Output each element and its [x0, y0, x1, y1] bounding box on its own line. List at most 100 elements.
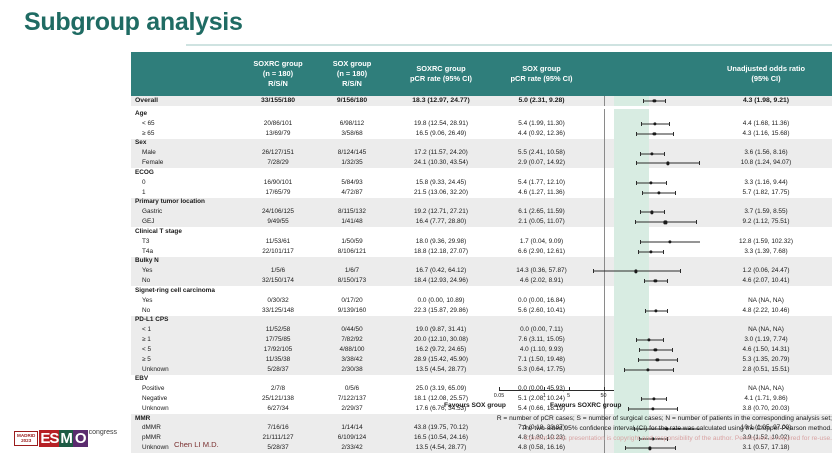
point-estimate-marker: [634, 269, 638, 274]
forest-plot-cell: [590, 119, 700, 129]
table-row: ≥ 5 11/35/38 3/38/42 28.9 (15.42, 45.90) 7.1…: [131, 355, 832, 365]
presenter-name: Chen LI M.D.: [174, 440, 219, 449]
point-estimate-marker: [668, 240, 672, 244]
highlight-band: [614, 276, 650, 287]
confidence-interval: [590, 149, 700, 159]
header-line: R/S/N: [342, 78, 362, 88]
confidence-interval: [590, 208, 700, 218]
highlight-band: [614, 187, 650, 198]
cell-odds-ratio: 3.1 (0.57, 17.18): [700, 443, 832, 454]
highlight-band: [614, 138, 650, 149]
cell-sox-pcr: [493, 138, 590, 149]
cell-soxrc-rsn: 24/106/125: [241, 207, 315, 218]
point-estimate-marker: [651, 436, 655, 441]
row-label: T4a: [142, 247, 154, 255]
cell-odds-ratio: 10.1 (1.05, 97.00): [700, 423, 832, 434]
row-label: Sex: [131, 138, 241, 149]
row-label: Signet-ring cell carcinoma: [135, 286, 215, 294]
cell-sox-pcr: 5.6 (2.60, 10.41): [518, 306, 565, 314]
forest-plot-cell: [590, 364, 700, 375]
cell-odds-ratio: 3.0 (1.19, 7.74): [700, 335, 832, 346]
row-label: No: [131, 276, 241, 287]
ci-cap-upper: [676, 407, 678, 412]
ci-cap-upper: [699, 161, 700, 166]
confidence-interval: [590, 276, 700, 286]
forest-plot-cell: [590, 305, 700, 316]
cell-soxrc-pcr: 21.5 (13.06, 32.20): [413, 188, 468, 196]
cell-soxrc-pcr: [389, 168, 493, 178]
ci-cap-upper: [679, 269, 681, 274]
reference-line: [604, 355, 606, 365]
highlight-band: [614, 256, 650, 267]
forest-plot-cell: [590, 443, 700, 454]
ci-cap-upper: [662, 338, 664, 343]
cell-soxrc-pcr: [389, 138, 493, 149]
cell-sox-rsn: 5/84/93: [341, 178, 363, 186]
reference-line: [604, 197, 606, 208]
header-line: SOXRC group: [253, 59, 303, 68]
confidence-interval: [590, 188, 700, 198]
ci-cap-lower: [635, 181, 637, 185]
cell-odds-ratio: 10.8 (1.24, 94.07): [700, 158, 832, 169]
table-row: Primary tumor location: [131, 197, 832, 208]
highlight-band: [614, 158, 650, 169]
ci-cap-lower: [628, 407, 630, 412]
cell-sox-rsn: 0/17/20: [341, 296, 363, 304]
plot-band: [590, 345, 700, 355]
cell-odds-ratio: 3.9 (1.52, 10.02): [700, 433, 832, 444]
row-label: ≥ 5: [131, 355, 241, 365]
header-line: SOX group: [332, 59, 372, 68]
forest-plot-cell: [590, 345, 700, 355]
header-line: (n = 180): [336, 68, 368, 78]
cell-soxrc-rsn: 7/16/16: [241, 423, 315, 434]
cell-soxrc-rsn: 33/155/180: [241, 95, 315, 107]
cell-soxrc-rsn: 20/86/101: [263, 119, 293, 127]
plot-band: [590, 335, 700, 346]
row-label: < 65: [142, 119, 155, 127]
cell-sox-rsn: 4/72/87: [341, 188, 363, 196]
cell-sox-pcr: 5.3 (0.64, 17.75): [493, 364, 590, 375]
cell-odds-ratio: 12.8 (1.59, 102.32): [738, 237, 793, 245]
cell-soxrc-pcr: [389, 375, 493, 385]
cell-sox-pcr: 7.1 (0.18, 33.87): [493, 423, 590, 434]
reference-line: [604, 276, 606, 287]
forest-plot-cell: [590, 227, 700, 238]
point-estimate-marker: [650, 210, 654, 215]
cell-soxrc-pcr: 18.3 (12.97, 24.77): [389, 95, 493, 107]
confidence-interval: [590, 345, 700, 355]
cell-sox-pcr: 5.4 (1.77, 12.10): [518, 178, 565, 186]
cell-sox-pcr: [493, 315, 590, 326]
axis-tick-label: 5: [567, 393, 571, 399]
ci-cap-lower: [643, 99, 645, 104]
forest-plot-cell: [590, 413, 700, 424]
reference-line: [604, 207, 606, 218]
madrid-line-2: 2023: [21, 437, 32, 443]
point-estimate-marker: [651, 407, 655, 411]
cell-sox-rsn: 3/38/42: [315, 355, 389, 365]
reference-line: [604, 227, 606, 238]
reference-line: [604, 443, 606, 454]
forest-plot-cell: [590, 355, 700, 365]
cell-odds-ratio: 3.8 (0.70, 20.03): [742, 404, 790, 412]
cell-sox-rsn: [315, 168, 389, 178]
cell-odds-ratio: [700, 256, 832, 267]
cell-odds-ratio: [700, 168, 832, 178]
row-label: Bulky N: [131, 256, 241, 267]
reference-line: [604, 315, 606, 326]
reference-line: [604, 335, 606, 346]
reference-line: [604, 305, 606, 316]
cell-soxrc-pcr: 13.5 (4.54, 28.77): [389, 364, 493, 375]
reference-line: [604, 413, 606, 424]
table-row: GEJ 9/49/55 1/41/48 16.4 (7.77, 28.80) 2.1 (…: [131, 217, 832, 228]
forest-plot-cell: [590, 276, 700, 287]
cell-soxrc-pcr: 24.1 (10.30, 43.54): [389, 158, 493, 169]
highlight-band: [614, 335, 650, 346]
ci-cap-lower: [639, 348, 641, 353]
cell-sox-pcr: 0.0 (0.00, 7.11): [493, 325, 590, 336]
cell-odds-ratio: 4.3 (1.98, 9.21): [700, 95, 832, 107]
cell-soxrc-rsn: [241, 315, 315, 326]
table-row: Unknown 6/27/34 2/29/37 17.6 (6.76, 34.53) 5…: [131, 404, 832, 414]
header-sox-pcr: SOX group pCR rate (95% CI): [493, 52, 590, 96]
cell-sox-pcr: 1.7 (0.04, 9.09): [519, 237, 564, 245]
cell-sox-rsn: 0/44/50: [315, 325, 389, 336]
